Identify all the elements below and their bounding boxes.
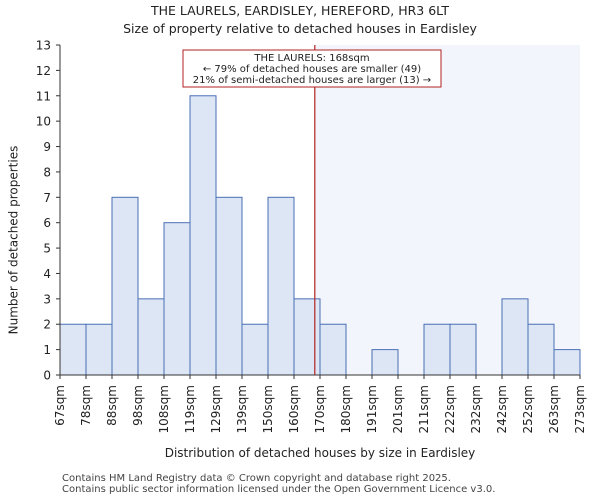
annotation-line-3: 21% of semi-detached houses are larger (… [193, 75, 431, 86]
x-tick-label: 201sqm [391, 385, 405, 433]
bar-98sqm [137, 298, 165, 376]
x-tick-label: 129sqm [209, 385, 223, 433]
y-tick-label: 13 [36, 39, 51, 53]
y-tick-label: 6 [43, 216, 51, 230]
y-tick-label: 8 [43, 165, 51, 179]
x-tick-label: 242sqm [495, 385, 509, 433]
x-tick-label: 222sqm [443, 385, 457, 433]
bar-108sqm [163, 222, 191, 376]
y-tick-label: 0 [43, 369, 51, 383]
y-tick-label: 1 [43, 343, 51, 357]
bar-170sqm [319, 323, 347, 376]
bar-242sqm [501, 298, 529, 376]
chart-title: THE LAURELS, EARDISLEY, HEREFORD, HR3 6L… [150, 3, 450, 18]
chart-subtitle: Size of property relative to detached ho… [123, 21, 477, 36]
bar-139sqm [241, 323, 269, 376]
x-tick-label: 139sqm [235, 385, 249, 433]
x-tick-label: 263sqm [547, 385, 561, 433]
y-axis-label: Number of detached properties [7, 146, 21, 335]
x-tick-label: 150sqm [261, 385, 275, 433]
y-tick-label: 11 [36, 89, 51, 103]
x-tick-label: 232sqm [469, 385, 483, 433]
y-tick-label: 9 [43, 140, 51, 154]
annotation-line-1: THE LAURELS: 168sqm [253, 53, 369, 64]
bar-191sqm [371, 349, 399, 376]
y-tick-label: 12 [36, 64, 51, 78]
y-tick-label: 3 [43, 292, 51, 306]
x-tick-label: 98sqm [131, 385, 145, 426]
x-tick-label: 252sqm [521, 385, 535, 433]
y-tick-label: 5 [43, 242, 51, 256]
annotation-line-2: ← 79% of detached houses are smaller (49… [203, 64, 421, 75]
x-tick-label: 67sqm [53, 385, 67, 426]
footer-line-1: Contains HM Land Registry data © Crown c… [62, 473, 451, 484]
y-tick-label: 4 [43, 267, 51, 281]
x-tick-label: 119sqm [183, 385, 197, 433]
x-tick-label: 180sqm [339, 385, 353, 433]
x-axis-label: Distribution of detached houses by size … [165, 446, 476, 460]
y-tick-label: 7 [43, 191, 51, 205]
bar-129sqm [215, 196, 243, 376]
bar-160sqm [293, 298, 321, 376]
x-tick-label: 78sqm [79, 385, 93, 426]
bar-150sqm [267, 196, 295, 376]
bar-78sqm [85, 323, 113, 376]
bar-252sqm [527, 323, 555, 376]
bar-67sqm [59, 323, 87, 376]
bar-88sqm [111, 196, 139, 376]
footer-line-2: Contains public sector information licen… [62, 484, 496, 495]
x-tick-label: 160sqm [287, 385, 301, 433]
y-tick-label: 2 [43, 318, 51, 332]
bar-222sqm [449, 323, 477, 376]
x-tick-label: 88sqm [105, 385, 119, 426]
bar-119sqm [189, 95, 217, 376]
x-tick-label: 170sqm [313, 385, 327, 433]
larger-region-shade [314, 45, 580, 375]
annotation-box [182, 49, 442, 88]
bar-211sqm [423, 323, 451, 376]
x-tick-label: 211sqm [417, 385, 431, 433]
y-tick-label: 10 [36, 115, 51, 129]
x-tick-label: 108sqm [157, 385, 171, 433]
bar-263sqm [553, 349, 581, 376]
x-tick-label: 273sqm [573, 385, 587, 433]
x-tick-label: 191sqm [365, 385, 379, 433]
